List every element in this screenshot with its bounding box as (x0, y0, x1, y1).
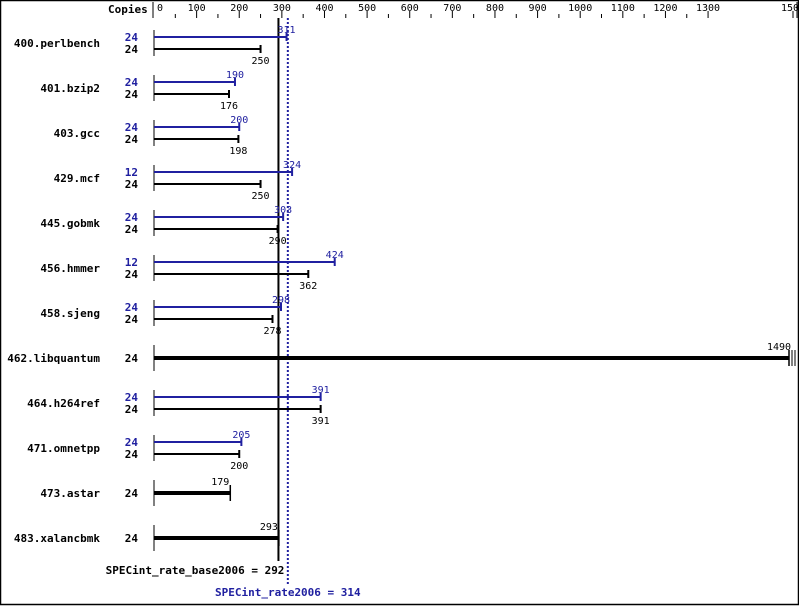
base-summary-label: SPECint_rate_base2006 = 292 (106, 564, 285, 577)
base-value-label: 391 (312, 416, 330, 427)
base-value-label: 290 (269, 236, 287, 247)
base-value-label: 362 (299, 281, 317, 292)
tick-label: 0 (157, 3, 163, 14)
peak-value-label: 190 (226, 70, 244, 81)
peak-value-label: 391 (312, 385, 330, 396)
peak-copies: 24 (125, 121, 139, 134)
peak-copies: 24 (125, 301, 139, 314)
base-copies: 24 (125, 313, 139, 326)
benchmark-label: 464.h264ref (27, 397, 100, 410)
tick-label: 300 (273, 3, 291, 14)
base-copies: 24 (125, 223, 139, 236)
benchmark-label: 400.perlbench (14, 37, 100, 50)
peak-copies: 12 (125, 166, 138, 179)
tick-label: 400 (315, 3, 333, 14)
tick-label: 200 (230, 3, 248, 14)
benchmark-label: 458.sjeng (40, 307, 100, 320)
base-value-label: 179 (211, 477, 229, 488)
benchmark-label: 471.omnetpp (27, 442, 100, 455)
peak-value-label: 324 (283, 160, 301, 171)
benchmark-label: 473.astar (40, 487, 100, 500)
peak-value-label: 205 (232, 430, 250, 441)
tick-label: 1200 (653, 3, 677, 14)
benchmark-label: 483.xalancbmk (14, 532, 100, 545)
peak-copies: 24 (125, 31, 139, 44)
peak-value-label: 424 (326, 250, 344, 261)
tick-label: 100 (188, 3, 206, 14)
base-value-label: 198 (229, 146, 247, 157)
benchmark-label: 456.hmmer (40, 262, 100, 275)
tick-label: 900 (529, 3, 547, 14)
benchmark-label: 403.gcc (54, 127, 100, 140)
base-value-label: 176 (220, 101, 238, 112)
axis-label: Copies (108, 3, 148, 16)
tick-label: 1000 (568, 3, 592, 14)
benchmark-label: 445.gobmk (40, 217, 100, 230)
peak-copies: 12 (125, 256, 138, 269)
peak-value-label: 200 (230, 115, 248, 126)
base-copies: 24 (125, 133, 139, 146)
base-value-label: 250 (252, 191, 270, 202)
base-copies: 24 (125, 487, 139, 500)
base-value-label: 278 (263, 326, 281, 337)
benchmark-label: 401.bzip2 (40, 82, 100, 95)
peak-copies: 24 (125, 211, 139, 224)
base-copies: 24 (125, 268, 139, 281)
base-copies: 24 (125, 532, 139, 545)
base-copies: 24 (125, 448, 139, 461)
tick-label: 500 (358, 3, 376, 14)
tick-label: 600 (401, 3, 419, 14)
peak-summary-label: SPECint_rate2006 = 314 (215, 586, 361, 599)
peak-value-label: 298 (272, 295, 290, 306)
base-value-label: 293 (260, 522, 278, 533)
peak-copies: 24 (125, 76, 139, 89)
tick-label: 1100 (611, 3, 635, 14)
peak-value-label: 311 (278, 25, 296, 36)
base-value-label: 200 (230, 461, 248, 472)
peak-value-label: 303 (274, 205, 292, 216)
tick-label: 700 (443, 3, 461, 14)
tick-label: 800 (486, 3, 504, 14)
peak-copies: 24 (125, 436, 139, 449)
benchmark-label: 429.mcf (54, 172, 100, 185)
base-value-label: 250 (252, 56, 270, 67)
base-copies: 24 (125, 352, 139, 365)
base-value-label: 1490 (767, 342, 791, 353)
peak-copies: 24 (125, 391, 139, 404)
benchmark-label: 462.libquantum (7, 352, 100, 365)
tick-label: 1300 (696, 3, 720, 14)
base-copies: 24 (125, 88, 139, 101)
tick-label: 1500 (781, 3, 799, 14)
base-copies: 24 (125, 43, 139, 56)
base-copies: 24 (125, 403, 139, 416)
base-copies: 24 (125, 178, 139, 191)
